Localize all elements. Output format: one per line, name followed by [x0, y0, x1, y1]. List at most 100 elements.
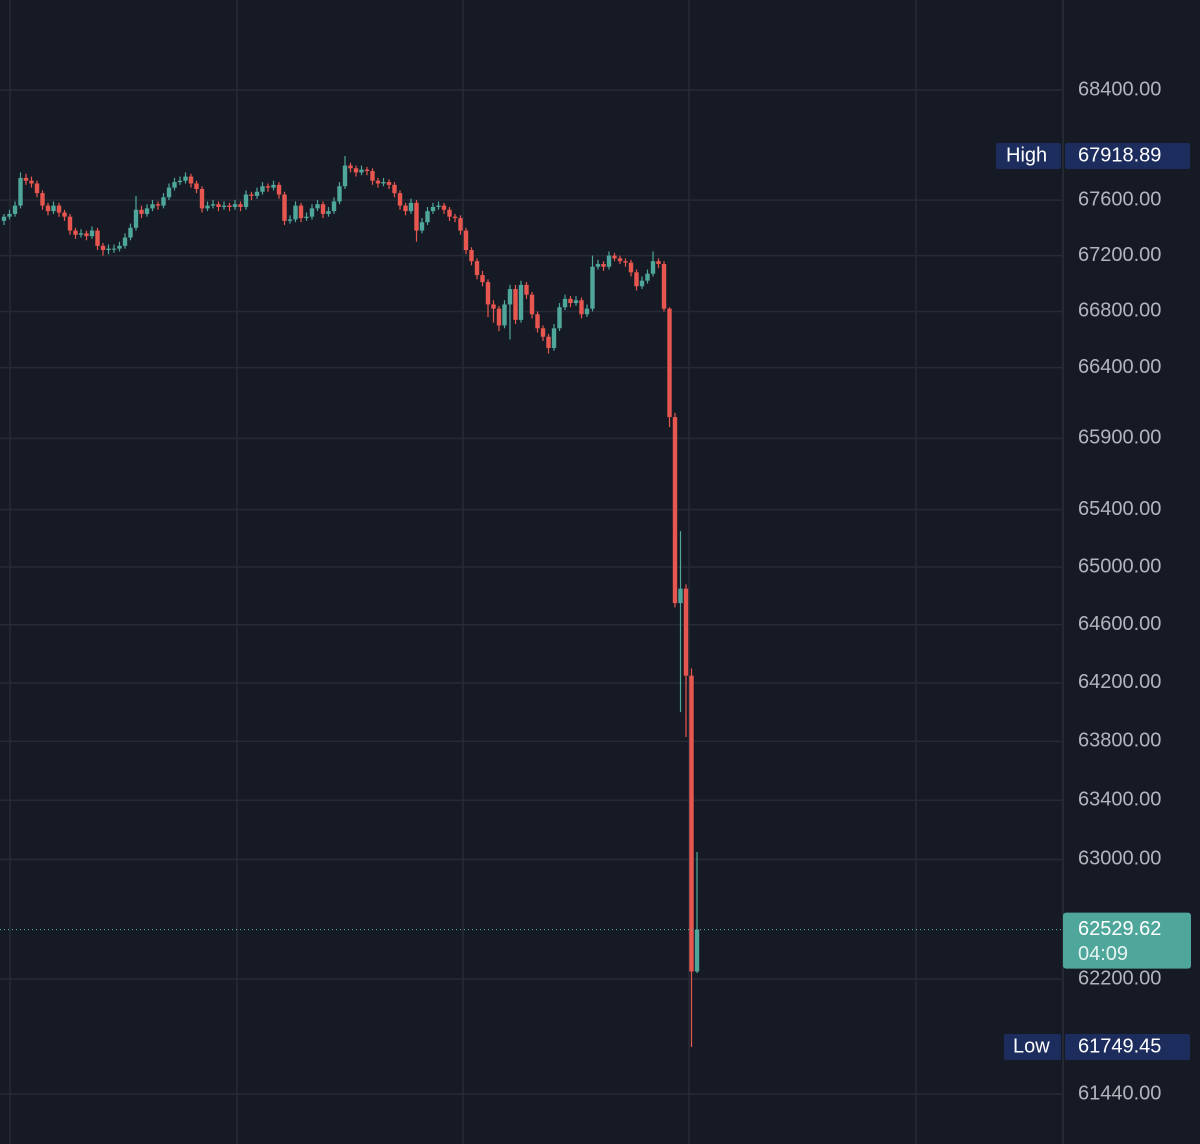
candle-body [469, 250, 474, 262]
candle-body [260, 186, 265, 192]
candle-body [315, 204, 320, 209]
candle-body [419, 222, 425, 231]
candle-body [78, 233, 84, 235]
candle-body [628, 262, 634, 273]
candle-body [452, 216, 458, 219]
candle-body [645, 273, 650, 281]
candle-body [161, 197, 166, 206]
candle-body [56, 205, 62, 213]
candle-body [276, 184, 282, 195]
y-tick-label: 66400.00 [1078, 356, 1161, 378]
candle-body [573, 300, 579, 304]
candle-body [265, 186, 271, 188]
y-tick-label: 62200.00 [1078, 967, 1161, 989]
candle-body [62, 212, 67, 217]
candle-body [491, 304, 496, 309]
y-tick-label: 63000.00 [1078, 848, 1161, 870]
y-tick-label: 65000.00 [1078, 555, 1161, 577]
candle-body [463, 230, 469, 251]
low-value-label: 61749.45 [1078, 1035, 1161, 1057]
candle-body [557, 307, 562, 329]
candle-body [166, 187, 172, 198]
candle-body [364, 169, 370, 172]
candle-body [249, 194, 254, 196]
candle-body [430, 206, 436, 212]
candle-body [480, 275, 485, 283]
candle-body [139, 209, 144, 214]
candle-body [502, 304, 507, 326]
candle-body [205, 205, 210, 209]
candles [1, 156, 700, 1048]
candle-body [95, 230, 100, 246]
candle-body [408, 202, 414, 212]
candle-body [606, 255, 612, 267]
candle-body [227, 205, 232, 207]
candle-body [359, 169, 364, 173]
candle-body [232, 204, 238, 207]
high-tag-box [996, 143, 1061, 170]
low-value-box [1065, 1034, 1190, 1061]
candle-body [667, 308, 672, 418]
candle-body [348, 165, 353, 169]
candle-body [271, 184, 276, 188]
candle-body [298, 205, 304, 219]
candle-body [425, 211, 430, 223]
candle-body [623, 261, 628, 263]
candle-body [18, 177, 23, 206]
candle-body [73, 230, 78, 235]
candle-body [595, 263, 601, 267]
candle-body [447, 209, 452, 217]
candle-body [89, 230, 95, 237]
candle-body [67, 216, 73, 231]
candle-body [518, 284, 524, 320]
y-tick-label: 65900.00 [1078, 427, 1161, 449]
candle-body [529, 294, 535, 315]
candle-body [155, 204, 161, 206]
candle-body [496, 308, 502, 326]
candle-body [650, 261, 656, 274]
candle-body [612, 255, 617, 259]
candle-body [106, 248, 111, 251]
candle-body [23, 177, 29, 181]
candle-body [304, 216, 309, 219]
y-tick-label: 67600.00 [1078, 188, 1161, 210]
high-value-label: 67918.89 [1078, 144, 1161, 166]
candle-body [326, 211, 331, 214]
candle-body [133, 209, 139, 228]
candle-body [117, 245, 122, 249]
candle-body [436, 205, 441, 207]
candle-body [683, 588, 689, 676]
candle-body [84, 233, 89, 237]
candle-body [144, 208, 150, 214]
candle-body [293, 205, 298, 220]
candle-body [375, 180, 381, 184]
candle-body [320, 204, 326, 214]
candle-body [694, 929, 700, 972]
candle-body [474, 261, 480, 276]
candle-body [183, 176, 188, 181]
candle-body [45, 205, 51, 212]
candle-body [238, 204, 243, 207]
candle-body [458, 218, 463, 231]
candle-body [243, 194, 249, 207]
candle-body [672, 417, 678, 604]
low-tag-label: Low [1013, 1035, 1050, 1057]
candle-body [287, 219, 293, 221]
candle-body [188, 176, 194, 184]
candle-body [29, 180, 34, 184]
candle-body [282, 194, 287, 221]
candle-body [381, 182, 386, 184]
candle-body [386, 182, 392, 185]
candle-body [353, 168, 359, 173]
candle-body [689, 675, 694, 972]
candle-body [678, 588, 683, 604]
low-tag-box [1004, 1034, 1061, 1061]
y-tick-label: 64200.00 [1078, 671, 1161, 693]
candle-body [210, 204, 216, 206]
candle-body [661, 263, 667, 309]
countdown-label: 04:09 [1078, 943, 1128, 965]
y-tick-label: 67200.00 [1078, 244, 1161, 266]
last-price-box [1063, 912, 1191, 969]
